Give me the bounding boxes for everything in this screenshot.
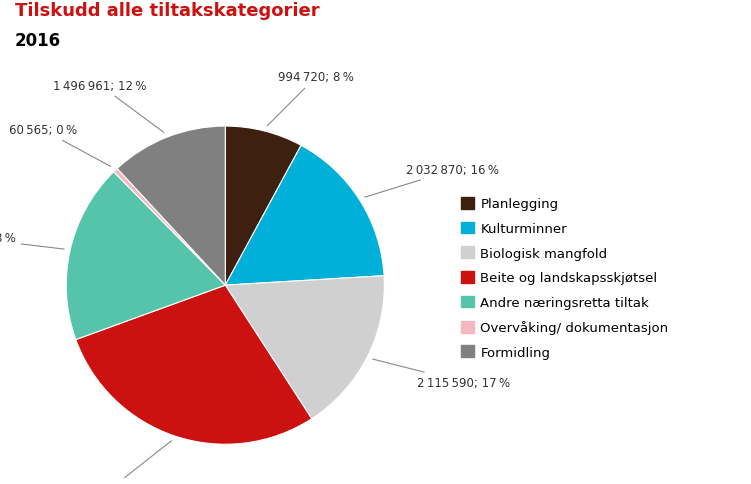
Text: Tilskudd alle tiltakskategorier: Tilskudd alle tiltakskategorier: [15, 2, 320, 20]
Text: 1 496 961; 12 %: 1 496 961; 12 %: [53, 79, 164, 133]
Wedge shape: [225, 276, 385, 419]
Wedge shape: [66, 172, 225, 340]
Wedge shape: [117, 127, 225, 286]
Wedge shape: [225, 127, 301, 286]
Text: 2016: 2016: [15, 31, 61, 49]
Text: 2 115 590; 17 %: 2 115 590; 17 %: [372, 359, 510, 389]
Wedge shape: [76, 286, 312, 444]
Wedge shape: [225, 146, 384, 286]
Text: 2 032 870; 16 %: 2 032 870; 16 %: [365, 164, 499, 198]
Legend: Planlegging, Kulturminner, Biologisk mangfold, Beite og landskapsskjøtsel, Andre: Planlegging, Kulturminner, Biologisk man…: [458, 195, 671, 362]
Text: 2 288 825; 18 %: 2 288 825; 18 %: [0, 232, 65, 250]
Text: 60 565; 0 %: 60 565; 0 %: [9, 124, 111, 167]
Wedge shape: [113, 169, 225, 286]
Text: 994 720; 8 %: 994 720; 8 %: [267, 71, 354, 127]
Text: 3 598 069; 29 %: 3 598 069; 29 %: [64, 441, 171, 484]
